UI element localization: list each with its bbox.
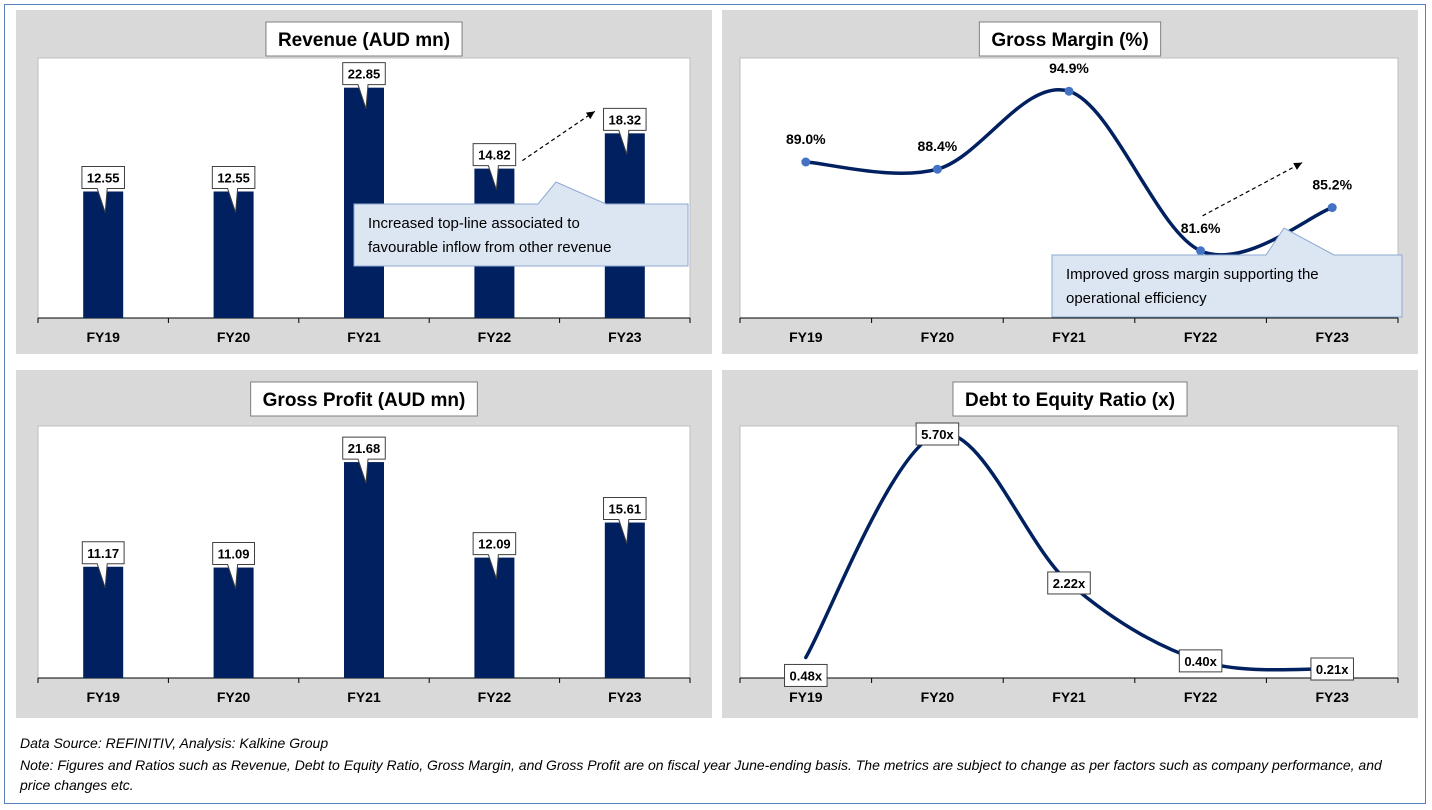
- revenue-chart: FY19 FY20 FY21 FY22 FY23 12.55 12.55 22.85 14.82…: [37, 21, 691, 345]
- data-label: 22.85: [348, 67, 381, 82]
- data-label-box: [603, 497, 647, 544]
- data-label: 12.55: [217, 170, 250, 185]
- data-label: 89.0%: [786, 131, 826, 147]
- debt-to-equity-chart-panel: FY19 FY20 FY21 FY22 FY23 0.48x 5.70x 2.22x 0.40x…: [722, 370, 1418, 718]
- debt-to-equity-chart: FY19 FY20 FY21 FY22 FY23 0.48x 5.70x 2.22x 0.40x…: [739, 381, 1399, 705]
- x-tick-label: FY20: [921, 329, 955, 345]
- x-tick-label: FY19: [789, 689, 823, 705]
- x-tick-label: FY20: [217, 689, 251, 705]
- bar: [344, 87, 384, 318]
- chart-title: Gross Profit (AUD mn): [263, 390, 466, 411]
- data-label: 12.09: [478, 537, 511, 552]
- x-tick-label: FY19: [789, 329, 823, 345]
- annotation-note-line: favourable inflow from other revenue: [368, 239, 611, 256]
- chart-title-box: [952, 381, 1188, 417]
- x-tick-label: FY21: [1052, 329, 1086, 345]
- x-tick-label: FY23: [1315, 329, 1349, 345]
- footnote-text: Note: Figures and Ratios such as Revenue…: [20, 757, 1382, 793]
- bar: [83, 566, 124, 678]
- revenue-chart-panel: FY19 FY20 FY21 FY22 FY23 12.55 12.55 22.85 14.82…: [16, 10, 712, 354]
- data-label-box: [342, 62, 386, 109]
- data-label: 18.32: [609, 112, 642, 127]
- data-label-box: [81, 541, 125, 588]
- x-tick-label: FY19: [86, 329, 120, 345]
- x-tick-label: FY21: [1052, 689, 1086, 705]
- gross-profit-chart: FY19 FY20 FY21 FY22 FY23 11.17 11.09 21.68 12.09…: [37, 381, 691, 705]
- data-point: [801, 157, 811, 167]
- x-tick-label: FY19: [86, 689, 120, 705]
- data-label-box: [784, 663, 828, 687]
- data-label: 81.6%: [1181, 220, 1221, 236]
- data-label-box: [1178, 649, 1223, 673]
- annotation-note-box: [353, 181, 689, 267]
- data-label: 85.2%: [1312, 177, 1352, 193]
- bar: [213, 191, 254, 318]
- series-line: [804, 87, 1334, 257]
- annotation-note-line: Increased top-line associated to: [368, 215, 580, 232]
- data-label: 94.9%: [1049, 60, 1089, 76]
- data-label: 2.22x: [1053, 576, 1086, 591]
- x-tick-label: FY23: [1315, 689, 1349, 705]
- data-label-box: [212, 542, 256, 589]
- x-tick-label: FY22: [1184, 329, 1218, 345]
- data-source-text: Data Source: REFINITIV, Analysis: Kalkin…: [20, 735, 329, 751]
- bar: [604, 522, 645, 678]
- bar: [344, 462, 384, 678]
- x-tick-label: FY22: [478, 689, 512, 705]
- data-label-box: [1047, 571, 1091, 595]
- trend-arrow-head: [585, 111, 595, 120]
- gross-margin-chart-panel: FY19 FY20 FY21 FY22 FY23 89.0% 88.4% 94.9% 81.6%…: [722, 10, 1418, 354]
- data-label: 21.68: [348, 441, 381, 456]
- data-label-box: [915, 422, 960, 446]
- trend-arrow: [522, 110, 596, 162]
- data-label-box: [472, 532, 517, 579]
- chart-title: Revenue (AUD mn): [278, 30, 450, 51]
- data-point: [1064, 86, 1074, 96]
- x-tick-label: FY22: [1184, 689, 1218, 705]
- x-tick-label: FY21: [347, 329, 381, 345]
- series-line: [804, 431, 1334, 672]
- data-point: [1327, 203, 1337, 213]
- x-tick-label: FY20: [217, 329, 251, 345]
- chart-title: Debt to Equity Ratio (x): [965, 390, 1175, 411]
- plot-area: [739, 425, 1399, 679]
- x-tick-label: FY21: [347, 689, 381, 705]
- x-tick-label: FY20: [921, 689, 955, 705]
- data-label: 0.21x: [1316, 662, 1349, 677]
- data-point: [932, 164, 942, 174]
- data-label: 15.61: [609, 502, 642, 517]
- data-label: 11.17: [87, 546, 119, 561]
- x-tick-label: FY23: [608, 689, 642, 705]
- data-label-box: [81, 165, 125, 213]
- data-label: 0.48x: [790, 668, 823, 683]
- bar: [213, 567, 254, 678]
- annotation-note-line: operational efficiency: [1066, 290, 1207, 307]
- data-label-box: [342, 436, 386, 484]
- data-label-box: [603, 107, 647, 155]
- data-label: 0.40x: [1184, 654, 1217, 669]
- data-label: 5.70x: [921, 427, 954, 442]
- x-tick-label: FY23: [608, 329, 642, 345]
- data-label-box: [1310, 657, 1354, 681]
- data-label: 12.55: [87, 170, 120, 185]
- chart-title: Gross Margin (%): [991, 30, 1148, 51]
- x-tick-label: FY22: [478, 329, 512, 345]
- data-label: 14.82: [478, 148, 511, 163]
- data-point: [1196, 246, 1206, 256]
- data-label-box: [472, 143, 517, 190]
- bar: [83, 191, 124, 318]
- data-label: 88.4%: [918, 138, 958, 154]
- chart-title-box: [265, 21, 463, 57]
- gross-profit-chart-panel: FY19 FY20 FY21 FY22 FY23 11.17 11.09 21.68 12.09…: [16, 370, 712, 718]
- annotation-note-box: [1051, 227, 1403, 318]
- trend-arrow: [1202, 162, 1303, 217]
- chart-title-box: [250, 381, 478, 417]
- data-label-box: [211, 165, 256, 213]
- gross-margin-chart: FY19 FY20 FY21 FY22 FY23 89.0% 88.4% 94.9% 81.6%…: [739, 21, 1403, 345]
- chart-title-box: [978, 21, 1162, 57]
- bar: [474, 557, 515, 678]
- data-label: 11.09: [218, 547, 250, 562]
- annotation-note-line: Improved gross margin supporting the: [1066, 266, 1319, 283]
- trend-arrow-head: [1293, 162, 1303, 170]
